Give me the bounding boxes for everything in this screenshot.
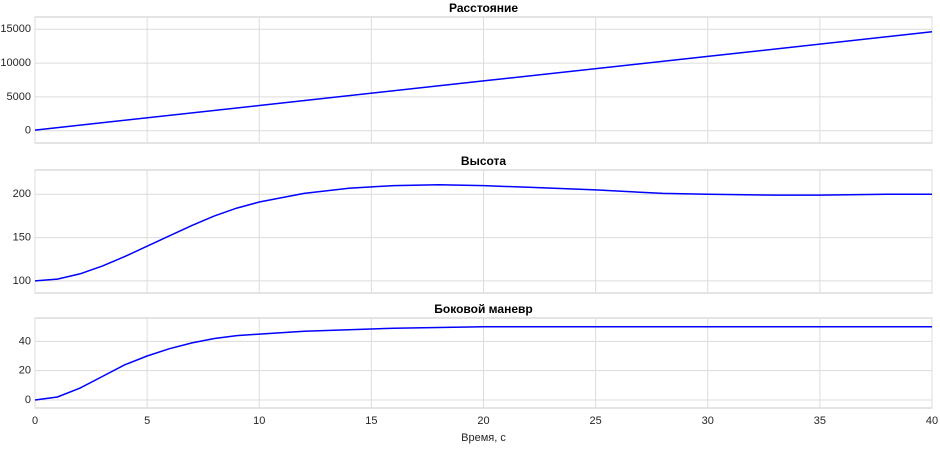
- x-tick-label: 20: [477, 415, 489, 427]
- y-tick-label: 20: [19, 365, 31, 377]
- y-tick-label: 200: [13, 188, 31, 200]
- y-tick-label: 15000: [0, 23, 31, 35]
- x-tick-label: 15: [365, 415, 377, 427]
- data-line: [34, 326, 932, 401]
- chart-title: Расстояние: [449, 1, 518, 15]
- data-line: [34, 183, 932, 282]
- chart-title: Высота: [461, 154, 506, 168]
- x-tick-label: 25: [590, 415, 602, 427]
- y-tick-label: 0: [25, 125, 31, 137]
- x-tick-label: 5: [144, 415, 150, 427]
- y-tick-label: 10000: [0, 57, 31, 69]
- x-tick-label: 0: [32, 415, 38, 427]
- y-tick-label: 5000: [7, 91, 31, 103]
- y-tick-label: 150: [13, 231, 31, 243]
- chart-title: Боковой маневр: [434, 302, 532, 316]
- y-tick-label: 100: [13, 275, 31, 287]
- x-axis-label: Время, с: [461, 432, 506, 444]
- y-tick-label: 0: [25, 394, 31, 406]
- x-tick-label: 40: [926, 415, 938, 427]
- x-tick-label: 35: [814, 415, 826, 427]
- data-line: [34, 31, 933, 131]
- x-tick-label: 10: [253, 415, 265, 427]
- y-tick-label: 40: [19, 335, 31, 347]
- x-tick-label: 30: [702, 415, 714, 427]
